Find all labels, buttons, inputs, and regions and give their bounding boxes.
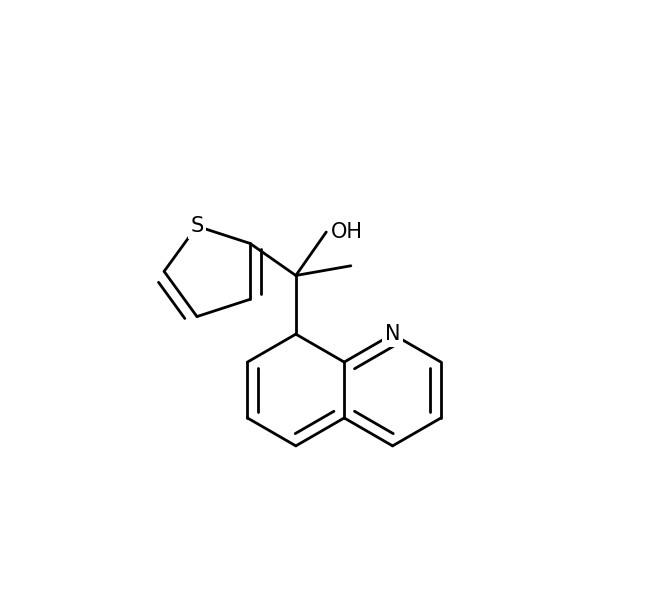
Text: S: S [190, 216, 203, 236]
Text: N: N [385, 324, 400, 344]
Text: OH: OH [331, 222, 363, 242]
